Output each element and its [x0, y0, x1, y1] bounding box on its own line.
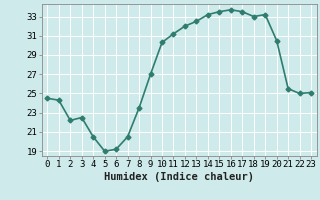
X-axis label: Humidex (Indice chaleur): Humidex (Indice chaleur)	[104, 172, 254, 182]
